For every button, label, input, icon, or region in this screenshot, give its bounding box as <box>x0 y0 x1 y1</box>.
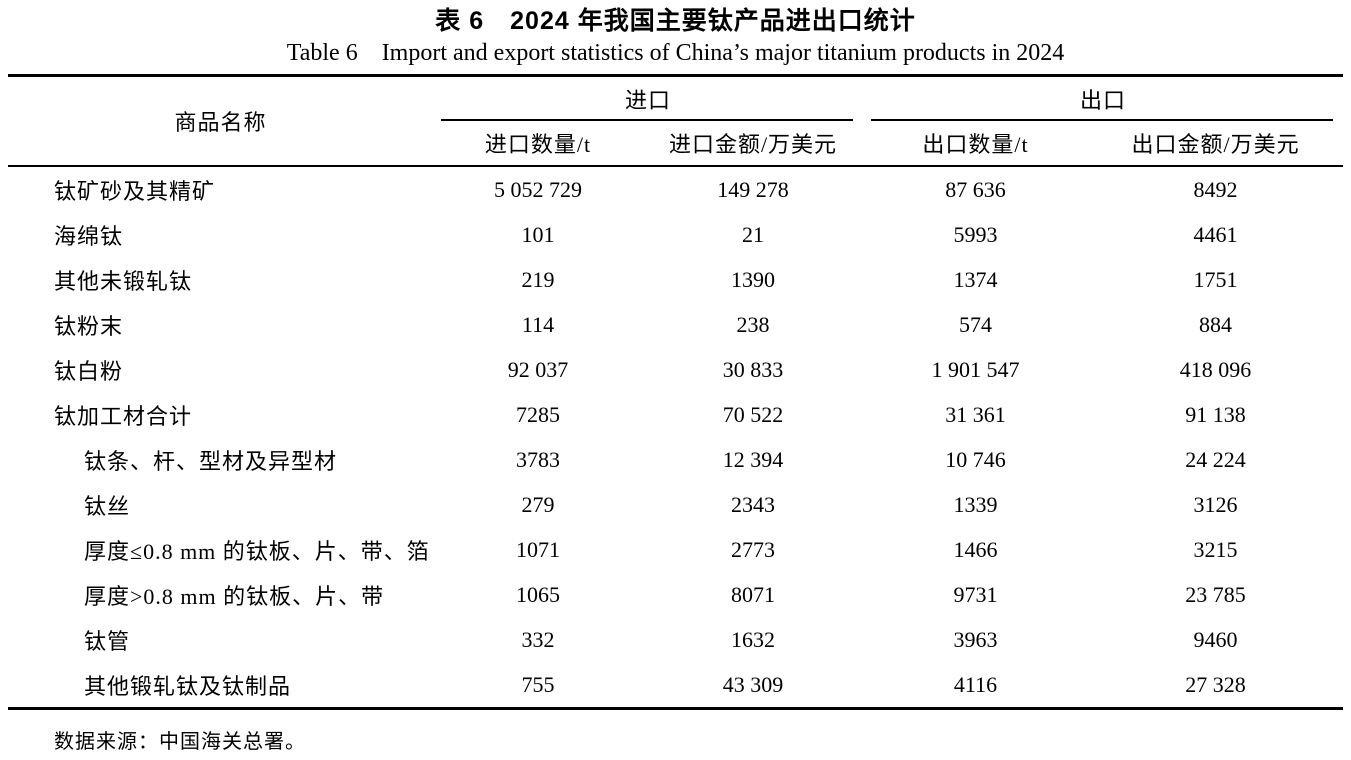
value-cell: 1065 <box>516 581 560 607</box>
value-cell: 1071 <box>516 536 560 562</box>
value-cell: 332 <box>521 626 555 652</box>
header-import-group: 进口 <box>433 76 863 122</box>
product-name-cell: 钛条、杆、型材及异型材 <box>84 448 338 474</box>
value-cell: 3215 <box>1193 536 1238 562</box>
value-cell: 755 <box>521 671 555 697</box>
value-cell: 21 <box>742 221 764 247</box>
table-row: 钛条、杆、型材及异型材 3783 12 394 10 746 24 224 <box>8 437 1343 482</box>
value-cell: 12 394 <box>722 446 784 472</box>
product-name-cell: 钛加工材合计 <box>54 403 193 429</box>
table-row: 钛加工材合计 7285 70 522 31 361 91 138 <box>8 392 1343 437</box>
value-cell: 70 522 <box>722 401 784 427</box>
value-cell: 884 <box>1199 311 1233 337</box>
value-cell: 31 361 <box>945 401 1006 427</box>
value-cell: 27 328 <box>1185 671 1246 697</box>
value-cell: 92 037 <box>507 356 569 382</box>
value-cell: 3963 <box>953 626 998 652</box>
table-header: 商品名称 进口 出口 进口数量/t 进口金额/万美元 出口数量/t 出口金额/万… <box>8 75 1344 167</box>
value-cell: 1374 <box>953 266 998 292</box>
value-cell: 4461 <box>1193 221 1238 247</box>
value-cell: 1 901 547 <box>931 356 1020 382</box>
value-cell: 4116 <box>953 671 998 697</box>
header-export-group: 出口 <box>863 76 1343 122</box>
header-import-value: 进口金额/万美元 <box>643 121 864 167</box>
table-row: 厚度≤0.8 mm 的钛板、片、带、箔 1071 2773 1466 3215 <box>8 527 1343 572</box>
product-name-cell: 其他未锻轧钛 <box>54 268 193 294</box>
value-cell: 2773 <box>731 536 775 562</box>
value-cell: 1632 <box>731 626 775 652</box>
table-body: 钛矿砂及其精矿 5 052 729 149 278 87 636 8492 海绵钛 101 2… <box>8 166 1343 709</box>
header-product-name: 商品名称 <box>8 75 433 167</box>
value-cell: 2343 <box>731 491 775 517</box>
value-cell: 23 785 <box>1185 581 1246 607</box>
table-row: 其他未锻轧钛 219 1390 1374 1751 <box>8 257 1343 302</box>
value-cell: 87 636 <box>945 176 1006 202</box>
value-cell: 219 <box>521 266 555 292</box>
product-name-cell: 厚度≤0.8 mm 的钛板、片、带、箔 <box>84 538 430 564</box>
table-row: 钛粉末 114 238 574 884 <box>8 302 1343 347</box>
product-name-cell: 钛白粉 <box>54 358 124 384</box>
value-cell: 1339 <box>953 491 998 517</box>
table-row: 钛管 332 1632 3963 9460 <box>8 617 1343 662</box>
table-row: 海绵钛 101 21 5993 4461 <box>8 212 1343 257</box>
product-name-cell: 钛管 <box>84 628 131 654</box>
value-cell: 1466 <box>953 536 998 562</box>
header-export-value: 出口金额/万美元 <box>1088 121 1344 167</box>
product-name-cell: 海绵钛 <box>54 223 124 249</box>
value-cell: 238 <box>736 311 770 337</box>
product-name-cell: 钛矿砂及其精矿 <box>54 178 216 204</box>
value-cell: 24 224 <box>1185 446 1246 472</box>
source-note: 数据来源：中国海关总署。 <box>54 731 306 753</box>
value-cell: 91 138 <box>1185 401 1246 427</box>
value-cell: 149 278 <box>717 176 789 202</box>
value-cell: 10 746 <box>945 446 1006 472</box>
value-cell: 5993 <box>953 221 998 247</box>
table-row: 钛白粉 92 037 30 833 1 901 547 418 096 <box>8 347 1343 392</box>
value-cell: 114 <box>521 311 555 337</box>
product-name-cell: 钛粉末 <box>54 313 124 339</box>
product-name-cell: 厚度>0.8 mm 的钛板、片、带 <box>84 583 385 609</box>
table-row: 其他锻轧钛及钛制品 755 43 309 4116 27 328 <box>8 662 1343 709</box>
value-cell: 5 052 729 <box>494 176 582 202</box>
import-export-table: 商品名称 进口 出口 进口数量/t 进口金额/万美元 出口数量/t 出口金额/万… <box>8 74 1344 710</box>
header-export-qty: 出口数量/t <box>863 121 1089 167</box>
product-name-cell: 钛丝 <box>84 493 131 519</box>
value-cell: 1390 <box>731 266 775 292</box>
value-cell: 1751 <box>1193 266 1238 292</box>
table-row: 钛丝 279 2343 1339 3126 <box>8 482 1343 527</box>
table-title-zh: 表 6 2024 年我国主要钛产品进出口统计 <box>435 7 916 35</box>
value-cell: 418 096 <box>1179 356 1252 382</box>
value-cell: 574 <box>959 311 993 337</box>
value-cell: 3783 <box>516 446 560 472</box>
product-name-cell: 其他锻轧钛及钛制品 <box>84 673 292 699</box>
header-import-qty: 进口数量/t <box>433 121 643 167</box>
value-cell: 101 <box>521 221 555 247</box>
value-cell: 8492 <box>1193 176 1238 202</box>
value-cell: 7285 <box>516 401 560 427</box>
value-cell: 9731 <box>953 581 998 607</box>
value-cell: 8071 <box>731 581 775 607</box>
page: 表 6 2024 年我国主要钛产品进出口统计 Table 6 Import an… <box>8 0 1344 754</box>
value-cell: 9460 <box>1193 626 1238 652</box>
value-cell: 43 309 <box>722 671 784 697</box>
table-title-en: Table 6 Import and export statistics of … <box>286 40 1065 66</box>
value-cell: 3126 <box>1193 491 1238 517</box>
table-row: 钛矿砂及其精矿 5 052 729 149 278 87 636 8492 <box>8 166 1343 212</box>
value-cell: 30 833 <box>722 356 784 382</box>
value-cell: 279 <box>521 491 555 517</box>
table-row: 厚度>0.8 mm 的钛板、片、带 1065 8071 9731 23 785 <box>8 572 1343 617</box>
